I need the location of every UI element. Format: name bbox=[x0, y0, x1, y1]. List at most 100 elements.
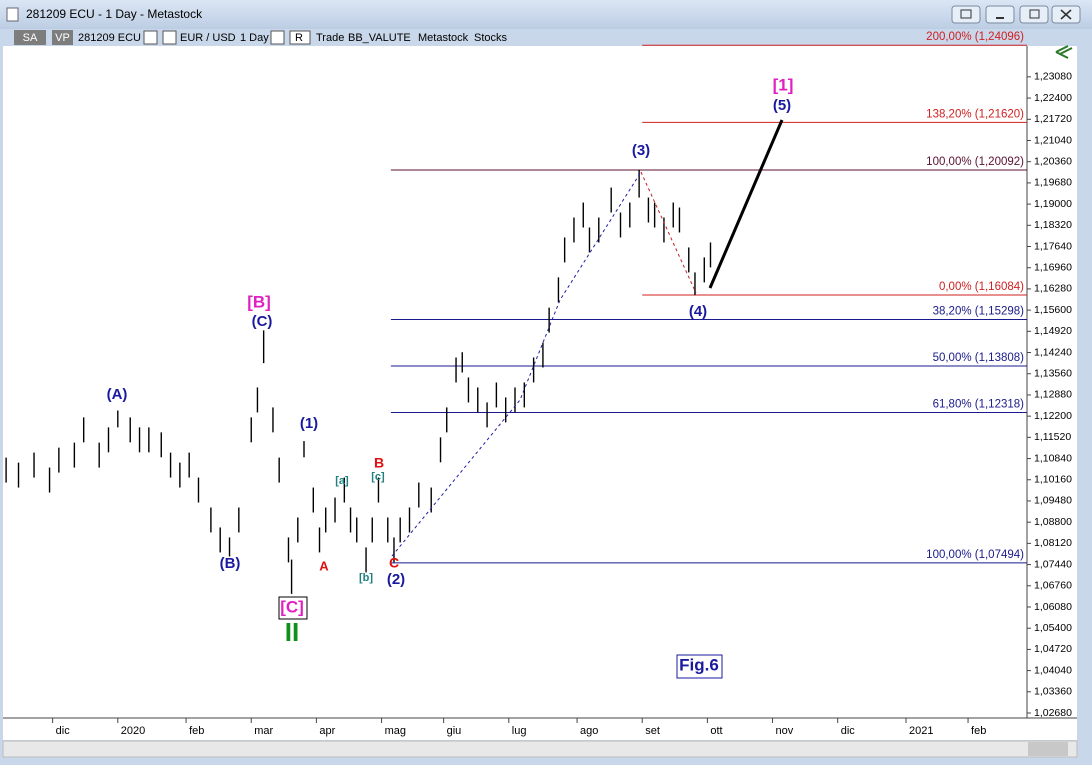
y-tick-label: 1,07440 bbox=[1034, 558, 1072, 570]
app-icon bbox=[6, 7, 19, 22]
toolbar-item: Stocks bbox=[474, 32, 508, 44]
wave-label: (4) bbox=[689, 303, 707, 320]
y-tick-label: 1,10160 bbox=[1034, 474, 1072, 486]
x-tick-label: nov bbox=[776, 725, 794, 737]
y-tick-label: 1,17640 bbox=[1034, 240, 1072, 252]
y-tick-label: 1,16960 bbox=[1034, 261, 1072, 273]
wave-label: [b] bbox=[359, 572, 373, 584]
vp-button[interactable] bbox=[52, 30, 73, 45]
x-tick-label: set bbox=[645, 725, 660, 737]
fib-label: 50,00% (1,13808) bbox=[933, 352, 1025, 364]
y-tick-label: 1,22400 bbox=[1034, 92, 1072, 104]
y-tick-label: 1,18320 bbox=[1034, 219, 1072, 231]
wave-label: C bbox=[389, 555, 399, 571]
fib-label: 100,00% (1,20092) bbox=[926, 156, 1024, 168]
fib-label: 138,20% (1,21620) bbox=[926, 108, 1024, 120]
wave-label: [1] bbox=[773, 75, 794, 94]
wave-label: (A) bbox=[107, 386, 128, 403]
wave-guide bbox=[391, 171, 642, 557]
dropdown[interactable] bbox=[143, 30, 158, 45]
y-tick-label: 1,15600 bbox=[1034, 304, 1072, 316]
wave-label: B bbox=[374, 455, 384, 471]
y-tick-label: 1,04720 bbox=[1034, 643, 1072, 655]
y-tick-label: 1,12880 bbox=[1034, 389, 1072, 401]
wave-label: (B) bbox=[220, 555, 241, 572]
toolbar-item: VP bbox=[55, 32, 70, 44]
wave-guide bbox=[640, 171, 697, 294]
minimize-button[interactable] bbox=[985, 5, 1015, 24]
y-tick-label: 1,20360 bbox=[1034, 155, 1072, 167]
restore-button[interactable] bbox=[951, 5, 981, 24]
dropdown[interactable] bbox=[162, 30, 177, 45]
y-tick-label: 1,03360 bbox=[1034, 686, 1072, 698]
wave-label: (2) bbox=[387, 571, 405, 588]
x-tick-label: lug bbox=[512, 725, 527, 737]
scrollbar[interactable] bbox=[2, 740, 1078, 758]
x-tick-label: feb bbox=[189, 725, 204, 737]
y-tick-label: 1,19000 bbox=[1034, 198, 1072, 210]
fib-label: 200,00% (1,24096) bbox=[926, 31, 1024, 43]
toolbar-item: Metastock bbox=[418, 32, 469, 44]
plot-area bbox=[5, 44, 1027, 594]
wave-label: (5) bbox=[773, 97, 791, 114]
wave-label: [C] bbox=[280, 597, 304, 616]
toolbar bbox=[14, 30, 311, 45]
y-tick-label: 1,08120 bbox=[1034, 537, 1072, 549]
y-tick-label: 1,13560 bbox=[1034, 368, 1072, 380]
window-buttons[interactable] bbox=[951, 5, 1081, 24]
y-tick-label: 1,14920 bbox=[1034, 325, 1072, 337]
toolbar-item: 1 Day bbox=[240, 32, 269, 44]
toolbar-item: Trade bbox=[316, 32, 344, 44]
x-tick-label: ago bbox=[580, 725, 598, 737]
x-tick-label: mar bbox=[254, 725, 273, 737]
y-tick-label: 1,04040 bbox=[1034, 664, 1072, 676]
fib-label: 100,00% (1,07494) bbox=[926, 549, 1024, 561]
dropdown[interactable] bbox=[270, 30, 285, 45]
y-tick-label: 1,11520 bbox=[1034, 431, 1071, 443]
label-box bbox=[278, 596, 308, 620]
y-tick-label: 1,06080 bbox=[1034, 601, 1072, 613]
y-tick-label: 1,09480 bbox=[1034, 495, 1072, 507]
fib-label: 0,00% (1,16084) bbox=[939, 281, 1024, 293]
y-tick-label: 1,06760 bbox=[1034, 580, 1072, 592]
y-tick-label: 1,23080 bbox=[1034, 71, 1072, 83]
wave-label: Fig.6 bbox=[679, 655, 719, 674]
fib-label: 61,80% (1,12318) bbox=[933, 398, 1025, 410]
wave-label: II bbox=[285, 617, 299, 647]
wave-label: (1) bbox=[300, 415, 318, 432]
x-tick-label: apr bbox=[319, 725, 335, 737]
y-tick-label: 1,08800 bbox=[1034, 516, 1072, 528]
y-tick-label: 1,10840 bbox=[1034, 452, 1072, 464]
y-tick-label: 1,12200 bbox=[1034, 410, 1072, 422]
toolbar-item: SA bbox=[23, 32, 38, 44]
maximize-button[interactable] bbox=[1019, 5, 1049, 24]
x-tick-label: ott bbox=[710, 725, 722, 737]
x-tick-label: 2020 bbox=[121, 725, 145, 737]
y-tick-label: 1,21040 bbox=[1034, 134, 1072, 146]
y-tick-label: 1,16280 bbox=[1034, 283, 1072, 295]
window-title: 281209 ECU - 1 Day - Metastock bbox=[26, 7, 203, 21]
wave-label: (C) bbox=[252, 313, 273, 330]
y-tick-label: 1,05400 bbox=[1034, 622, 1072, 634]
x-tick-label: dic bbox=[841, 725, 856, 737]
wave-label: A bbox=[319, 558, 329, 573]
wave-label: (3) bbox=[632, 142, 650, 159]
y-tick-label: 1,19680 bbox=[1034, 177, 1072, 189]
wave-label: [B] bbox=[247, 292, 271, 311]
r-button[interactable] bbox=[289, 30, 311, 45]
tool-icon[interactable] bbox=[1055, 45, 1073, 59]
x-tick-label: dic bbox=[56, 725, 71, 737]
projection-line bbox=[708, 119, 784, 289]
chart-panel bbox=[3, 46, 1077, 740]
y-tick-label: 1,14240 bbox=[1034, 346, 1072, 358]
toolbar-item: BB_VALUTE bbox=[348, 32, 411, 44]
y-tick-label: 1,02680 bbox=[1034, 707, 1072, 719]
x-tick-label: 2021 bbox=[909, 725, 933, 737]
scrollbar-thumb[interactable] bbox=[1028, 742, 1068, 756]
label-box bbox=[676, 654, 723, 679]
y-tick-label: 1,21720 bbox=[1034, 113, 1072, 125]
sa-button[interactable] bbox=[14, 30, 46, 45]
toolbar-item: EUR / USD bbox=[180, 32, 236, 44]
x-tick-label: mag bbox=[385, 725, 406, 737]
